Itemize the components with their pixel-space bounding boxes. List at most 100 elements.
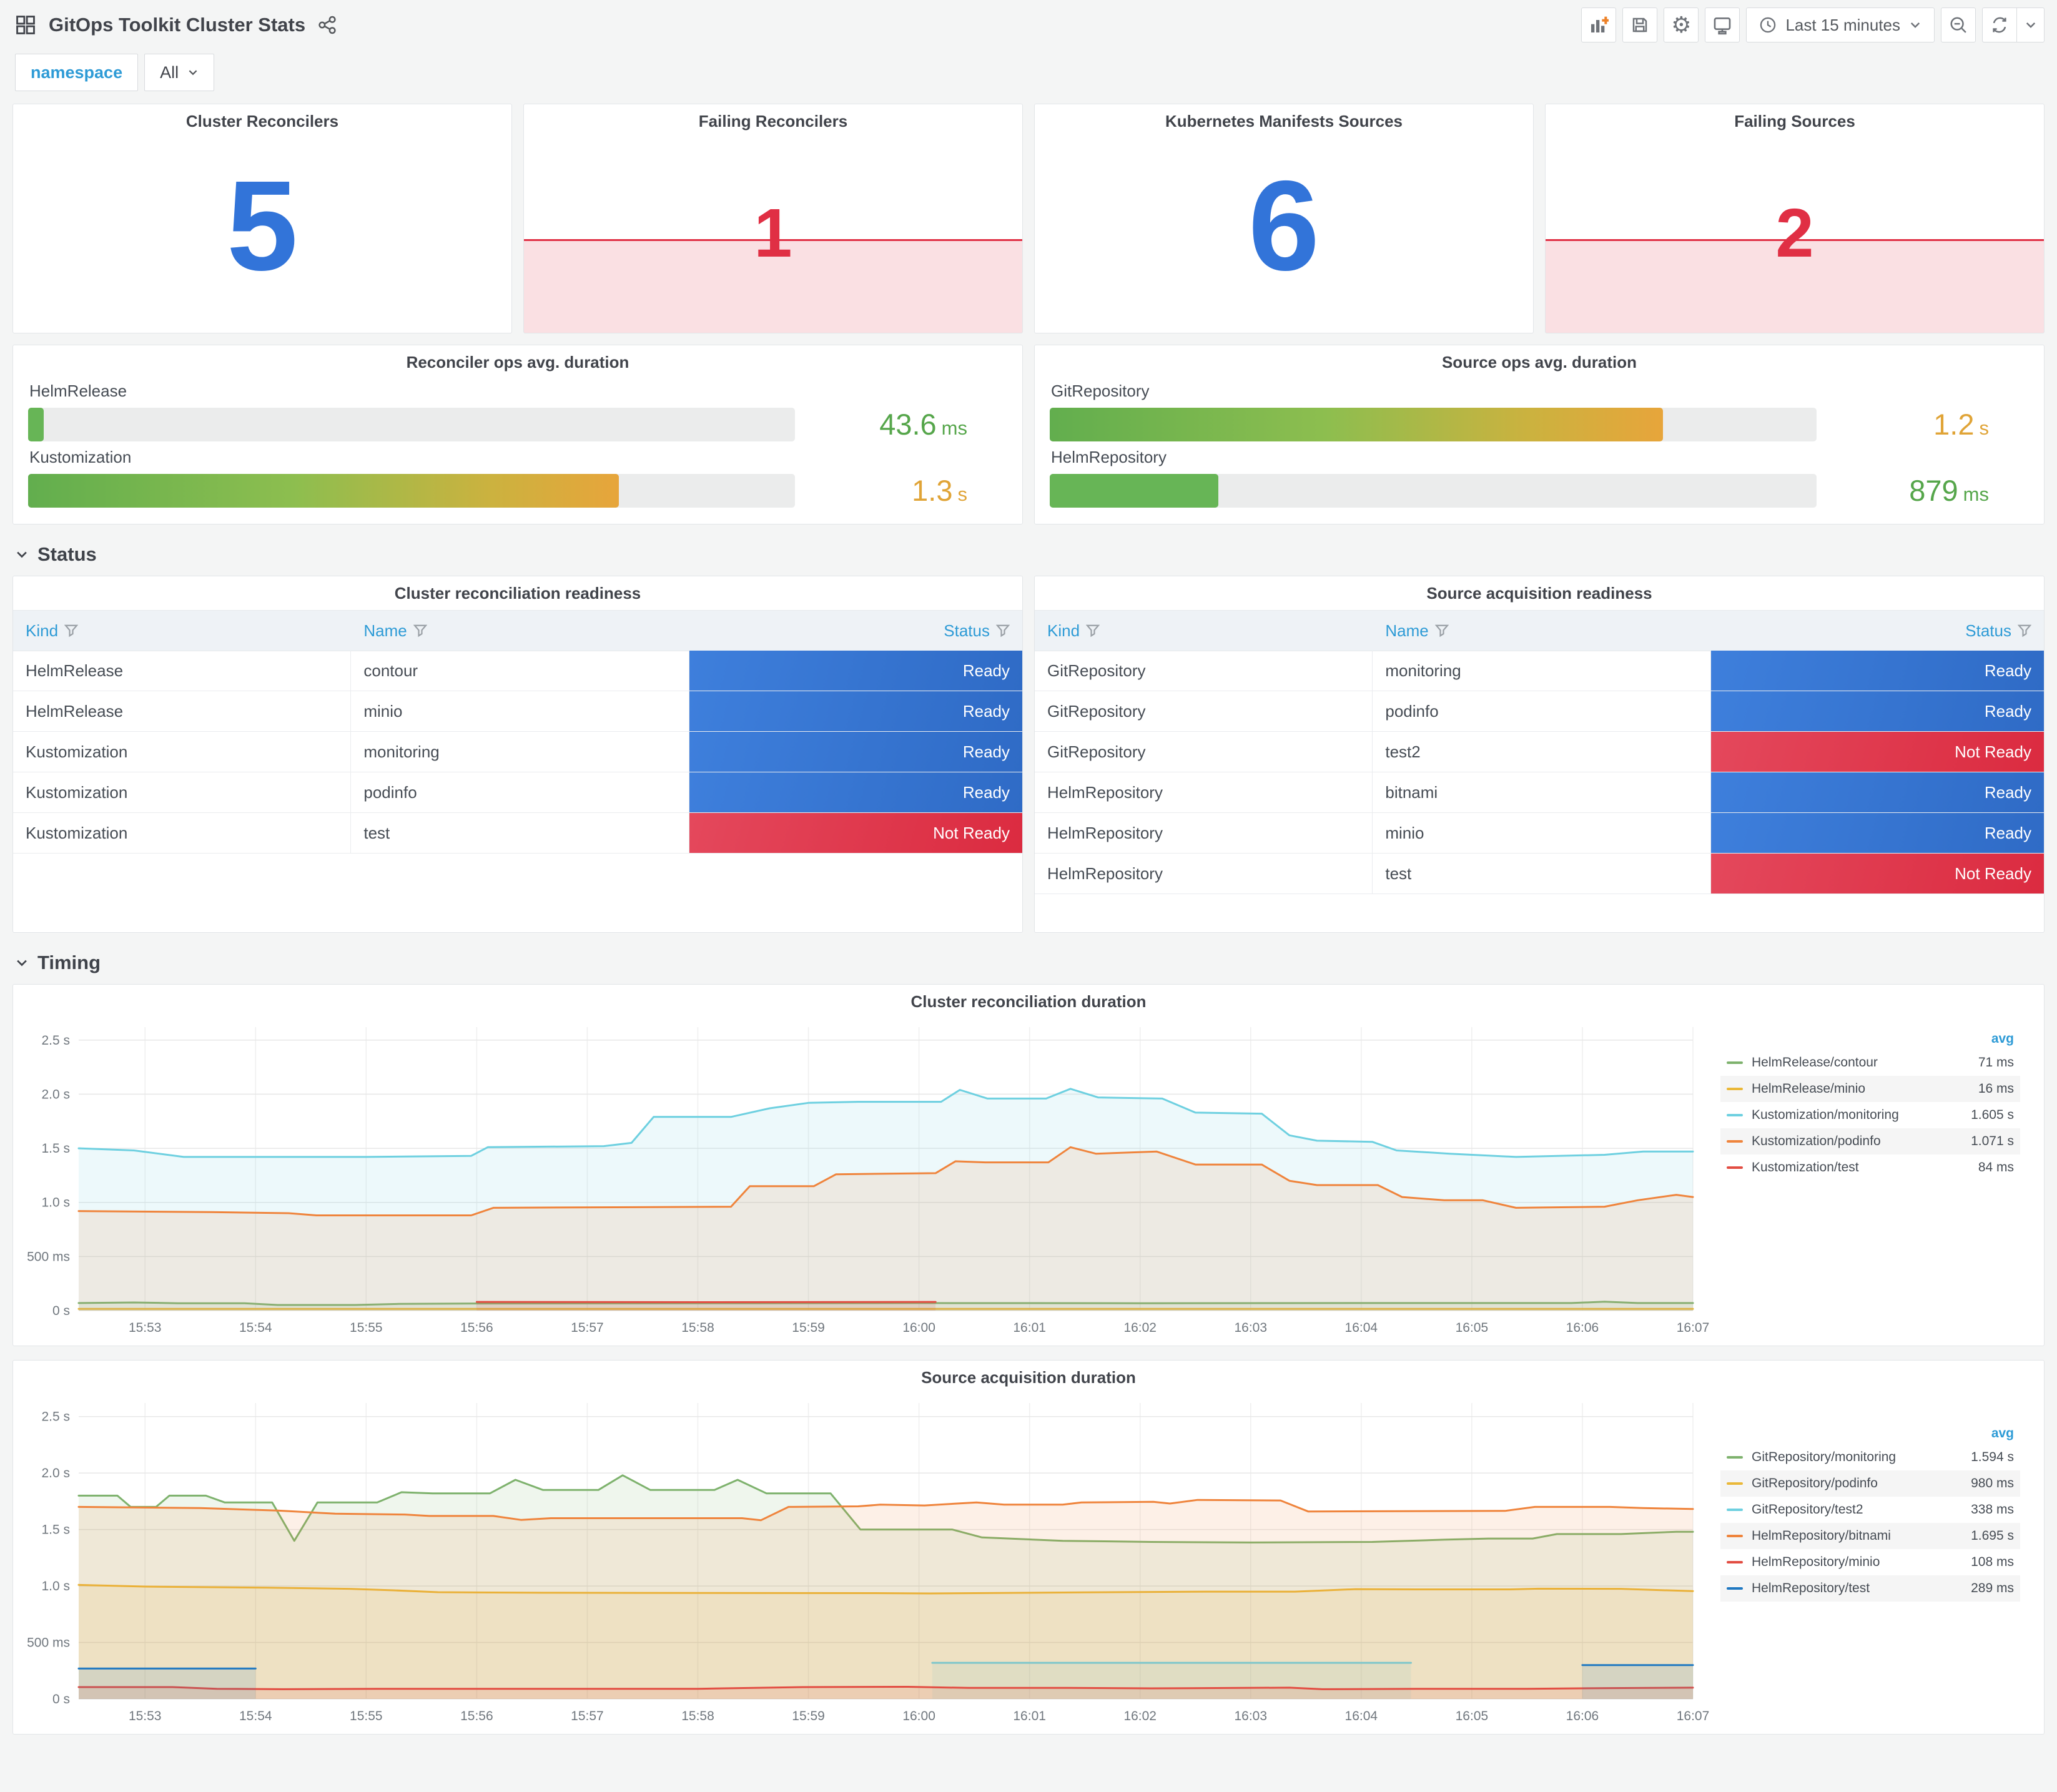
time-range-picker[interactable]: Last 15 minutes: [1746, 7, 1935, 42]
chart-plot[interactable]: 0 s 500 ms 1.0 s 1.5 s 2.0 s 2.5 s 15:53 15:54 1…: [13, 1393, 2044, 1731]
legend-item[interactable]: Kustomization/podinfo 1.071 s: [1720, 1128, 2020, 1154]
status-cell: Not Ready: [689, 813, 1022, 853]
legend-item[interactable]: HelmRelease/minio 16 ms: [1720, 1076, 2020, 1102]
status-cell: Not Ready: [1710, 854, 2044, 894]
legend-series-avg: 338 ms: [1971, 1502, 2014, 1517]
table-cell: Kustomization: [13, 772, 352, 812]
legend-series-avg: 16 ms: [1978, 1081, 2014, 1096]
table-cell: podinfo: [1373, 691, 1711, 731]
legend-series-avg: 1.071 s: [1971, 1134, 2014, 1148]
legend-item[interactable]: Kustomization/monitoring 1.605 s: [1720, 1102, 2020, 1128]
zoom-out-button[interactable]: [1941, 7, 1976, 42]
add-panel-button[interactable]: [1581, 7, 1617, 42]
filter-icon[interactable]: [413, 624, 427, 638]
share-icon[interactable]: [318, 16, 337, 34]
stat-panel-title[interactable]: Kubernetes Manifests Sources: [1165, 112, 1403, 130]
filter-icon[interactable]: [64, 624, 79, 638]
table-title[interactable]: Cluster reconciliation readiness: [394, 584, 641, 603]
column-header-kind[interactable]: Kind: [1035, 611, 1373, 651]
bar-gauge-title[interactable]: Reconciler ops avg. duration: [406, 353, 629, 372]
column-header-name[interactable]: Name: [1373, 611, 1710, 651]
table-cell: Kustomization: [13, 732, 352, 772]
legend-series-name[interactable]: HelmRepository/minio: [1752, 1555, 1880, 1569]
chart-plot[interactable]: 0 s 500 ms 1.0 s 1.5 s 2.0 s 2.5 s 15:53 15:54 1…: [13, 1017, 2044, 1343]
status-cell: Ready: [689, 732, 1022, 772]
column-header-kind[interactable]: Kind: [13, 611, 351, 651]
legend-item[interactable]: HelmRepository/test 289 ms: [1720, 1575, 2020, 1602]
legend-item[interactable]: Kustomization/test 84 ms: [1720, 1154, 2020, 1181]
legend-series-name[interactable]: HelmRepository/test: [1752, 1581, 1870, 1595]
column-header-label: Status: [1965, 621, 2011, 640]
legend-series-name[interactable]: Kustomization/test: [1752, 1160, 1859, 1174]
monitor-icon: [1714, 17, 1731, 35]
section-status[interactable]: Status: [15, 543, 2057, 566]
gauge-value: 1.3 s: [795, 473, 1007, 508]
gauge-label: GitRepository: [1051, 382, 1150, 400]
table-row: HelmRepository bitnami Ready: [1035, 772, 2044, 813]
legend-series-name[interactable]: Kustomization/monitoring: [1752, 1108, 1899, 1122]
chart-title[interactable]: Cluster reconciliation duration: [910, 992, 1147, 1011]
legend-item[interactable]: GitRepository/test2 338 ms: [1720, 1497, 2020, 1523]
svg-text:2.5 s: 2.5 s: [41, 1033, 70, 1048]
filter-icon[interactable]: [1086, 624, 1100, 638]
filter-icon[interactable]: [1434, 624, 1449, 638]
dashboard-grid-icon[interactable]: [15, 14, 36, 36]
legend-series-name[interactable]: HelmRepository/bitnami: [1752, 1529, 1891, 1543]
legend-item[interactable]: GitRepository/monitoring 1.594 s: [1720, 1444, 2020, 1470]
dashboard-settings-button[interactable]: ⚙: [1664, 7, 1699, 42]
table-row: GitRepository podinfo Ready: [1035, 691, 2044, 732]
stat-panel-title[interactable]: Cluster Reconcilers: [185, 112, 339, 130]
table-cell: test: [351, 813, 689, 853]
time-series-panel: Cluster reconciliation duration 0 s 500 ms…: [12, 984, 2045, 1346]
tv-mode-button[interactable]: [1705, 7, 1740, 42]
clock-icon: [1760, 17, 1776, 33]
legend-series-name[interactable]: GitRepository/monitoring: [1752, 1450, 1897, 1464]
svg-text:16:01: 16:01: [1013, 1321, 1046, 1335]
stat-panel-title[interactable]: Failing Reconcilers: [698, 112, 848, 130]
legend-item[interactable]: HelmRepository/minio 108 ms: [1720, 1549, 2020, 1575]
page-title: GitOps Toolkit Cluster Stats: [49, 14, 306, 36]
table-cell: Kustomization: [13, 813, 352, 853]
legend-series-name[interactable]: Kustomization/podinfo: [1752, 1134, 1881, 1148]
gauge-row: GitRepository 1.2 s: [1050, 382, 2029, 441]
table-row: Kustomization podinfo Ready: [13, 772, 1022, 813]
gauge-value-unit: s: [1979, 417, 1990, 439]
legend-series-name[interactable]: HelmRelease/contour: [1752, 1055, 1878, 1070]
legend-item[interactable]: GitRepository/podinfo 980 ms: [1720, 1470, 2020, 1497]
svg-text:1.0 s: 1.0 s: [41, 1579, 70, 1593]
table-row: HelmRepository minio Ready: [1035, 813, 2044, 854]
top-bar: GitOps Toolkit Cluster Stats ⚙ Last 15 m…: [0, 0, 2057, 47]
legend-avg-header[interactable]: avg: [1991, 1426, 2014, 1440]
column-header-name[interactable]: Name: [351, 611, 689, 651]
gauge-row: Reconciler ops avg. duration HelmRelease 4…: [12, 345, 2045, 524]
legend-series-avg: 108 ms: [1971, 1555, 2014, 1569]
variable-value: All: [160, 62, 179, 82]
chart-legend: avg GitRepository/monitoring 1.594 s GitRep…: [1720, 1423, 2020, 1602]
section-timing[interactable]: Timing: [15, 952, 2057, 974]
save-dashboard-button[interactable]: [1622, 7, 1658, 42]
legend-series-name[interactable]: GitRepository/test2: [1752, 1502, 1863, 1517]
chart-title[interactable]: Source acquisition duration: [921, 1368, 1136, 1387]
charts-column: Cluster reconciliation duration 0 s 500 ms…: [0, 984, 2057, 1735]
stat-value: 1: [754, 195, 792, 272]
refresh-button[interactable]: [1982, 7, 2017, 42]
svg-text:15:55: 15:55: [350, 1321, 383, 1335]
filter-icon[interactable]: [995, 624, 1010, 638]
legend-item[interactable]: HelmRelease/contour 71 ms: [1720, 1050, 2020, 1076]
legend-series-name[interactable]: GitRepository/podinfo: [1752, 1476, 1878, 1490]
bar-gauge-title[interactable]: Source ops avg. duration: [1441, 353, 1637, 372]
column-header-status[interactable]: Status: [1711, 611, 2044, 651]
refresh-interval-dropdown[interactable]: [2017, 7, 2045, 42]
filter-icon[interactable]: [2017, 624, 2031, 638]
legend-avg-header[interactable]: avg: [1991, 1031, 2014, 1046]
add-panel-icon: [1591, 16, 1609, 32]
chevron-down-icon: [1910, 22, 1920, 28]
legend-series-name[interactable]: HelmRelease/minio: [1752, 1081, 1866, 1096]
stat-panel-title[interactable]: Failing Sources: [1734, 112, 1855, 130]
variable-value-dropdown[interactable]: All: [144, 54, 215, 91]
gauge-track: [1050, 473, 1817, 508]
legend-item[interactable]: HelmRepository/bitnami 1.695 s: [1720, 1523, 2020, 1549]
table-title[interactable]: Source acquisition readiness: [1426, 584, 1652, 603]
dashboard-page: GitOps Toolkit Cluster Stats ⚙ Last 15 m…: [0, 0, 2057, 1735]
column-header-status[interactable]: Status: [689, 611, 1022, 651]
